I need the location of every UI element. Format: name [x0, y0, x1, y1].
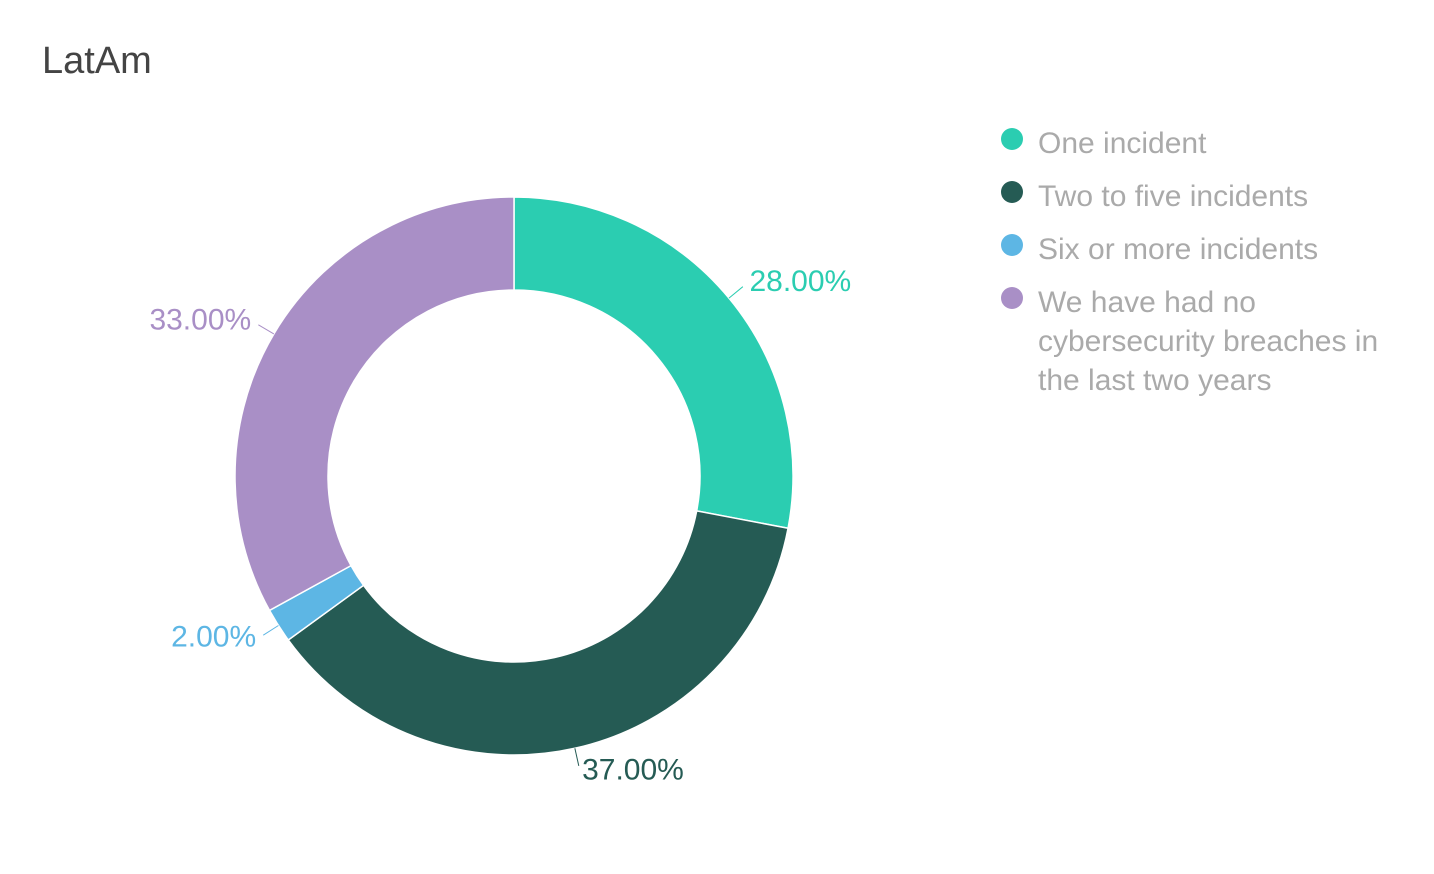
legend-label: One incident: [1038, 127, 1207, 160]
donut-slice: [513, 196, 794, 530]
legend-label: Two to five incidents: [1038, 180, 1309, 213]
data-label: 2.00%: [171, 620, 256, 653]
data-label: 33.00%: [149, 304, 251, 337]
leader-line: [728, 286, 744, 299]
legend-swatch: [1001, 181, 1023, 203]
legend-item: We have had no cybersecurity breaches in…: [1000, 283, 1400, 400]
legend-item: Two to five incidents: [1000, 177, 1400, 216]
legend-label: Six or more incidents: [1038, 233, 1319, 266]
legend-label: We have had no cybersecurity breaches in…: [1038, 286, 1379, 397]
chart-title: LatAm: [42, 40, 152, 82]
legend-swatch: [1001, 128, 1023, 150]
donut-slice: [287, 509, 789, 756]
donut-slice: [234, 196, 515, 612]
data-label: 28.00%: [749, 265, 851, 298]
legend-item: Six or more incidents: [1000, 230, 1400, 269]
data-label: 37.00%: [582, 754, 684, 787]
legend: One incident Two to five incidents Six or …: [1000, 124, 1400, 414]
leader-line: [262, 625, 279, 636]
legend-item: One incident: [1000, 124, 1400, 163]
legend-swatch: [1001, 234, 1023, 256]
leader-line: [574, 748, 580, 766]
legend-swatch: [1001, 287, 1023, 309]
leader-line: [258, 324, 275, 335]
